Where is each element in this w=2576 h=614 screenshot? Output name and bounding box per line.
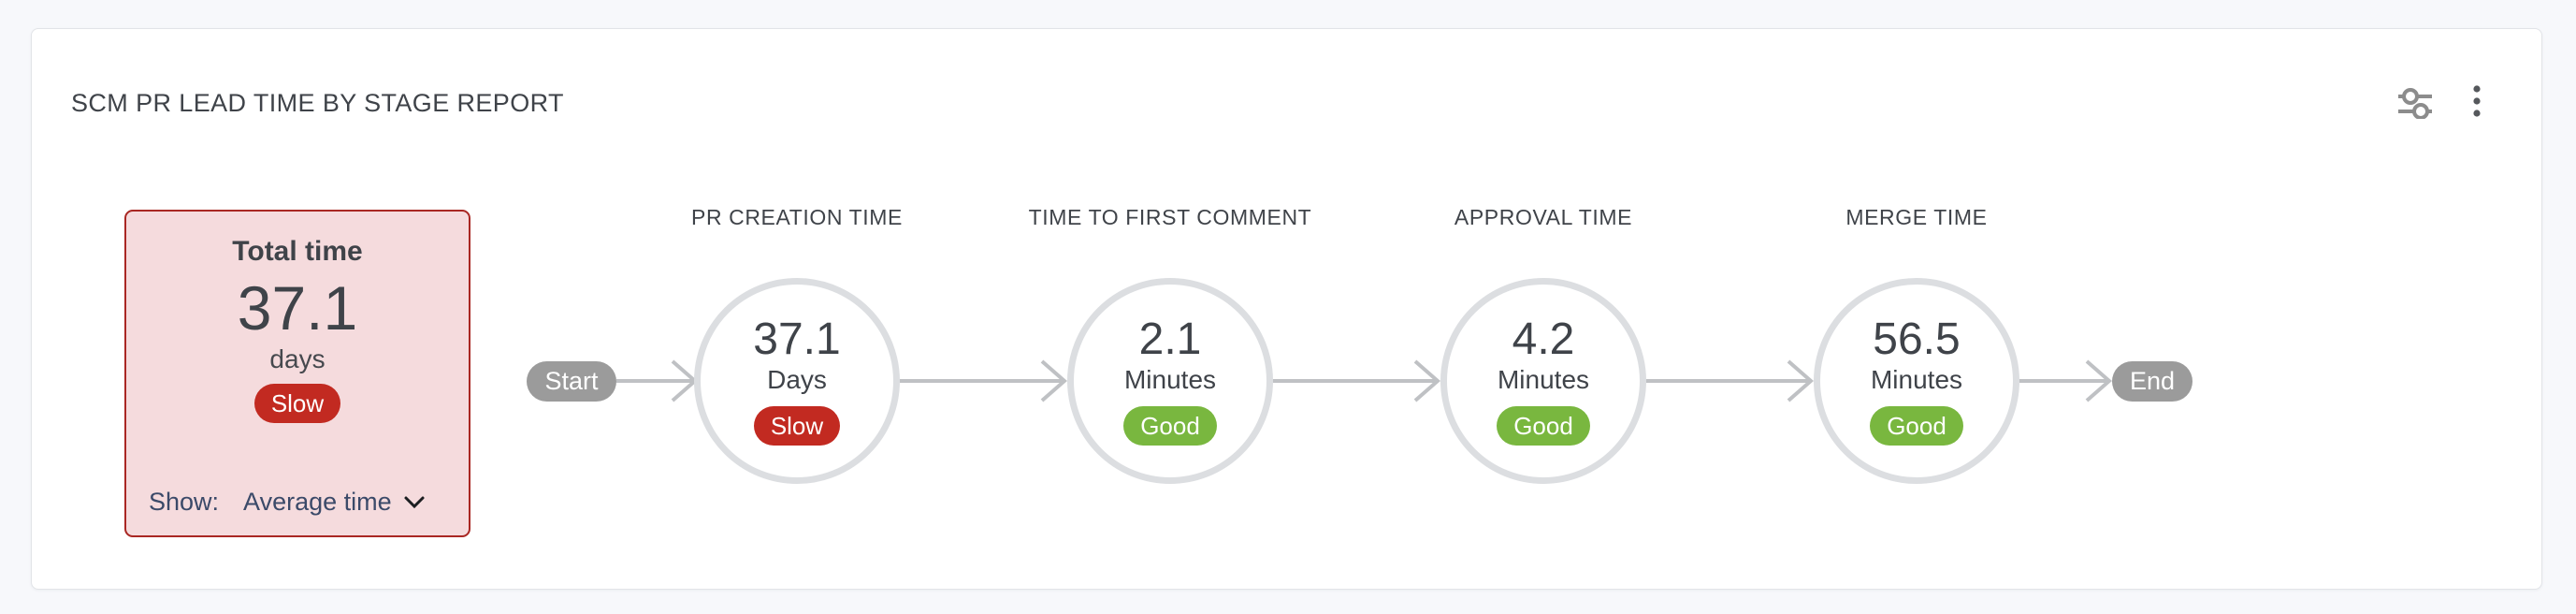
stage-unit: Minutes [1870, 365, 1963, 395]
stage-unit: Minutes [1123, 365, 1217, 395]
show-label: Show: [149, 488, 220, 516]
stage-node-pr-creation-time: 37.1 Days Slow [694, 278, 900, 484]
flow-start-node: Start [527, 361, 616, 402]
stage-status-badge: Good [1123, 406, 1217, 446]
show-selected-value: Average time [243, 488, 392, 516]
stage-status-badge: Good [1497, 406, 1590, 446]
stage-value: 2.1 [1138, 314, 1202, 364]
sliders-icon [2396, 87, 2434, 122]
summary-value: 37.1 [237, 273, 358, 343]
stage-label: PR CREATION TIME [691, 205, 903, 229]
chevron-down-icon [403, 488, 426, 517]
stage-node-time-to-first-comment: 2.1 Minutes Good [1067, 278, 1273, 484]
report-title: SCM PR LEAD TIME BY STAGE REPORT [71, 89, 564, 117]
summary-unit: days [269, 344, 326, 373]
stage-unit: Minutes [1497, 365, 1590, 395]
stage-value: 56.5 [1873, 314, 1961, 364]
stage-label: MERGE TIME [1845, 205, 1988, 229]
flow-arrow [2019, 359, 2112, 402]
stage-node-approval-time: 4.2 Minutes Good [1440, 278, 1646, 484]
flow-arrow [616, 359, 698, 402]
stage-value: 4.2 [1512, 314, 1575, 364]
flow-end-node: End [2112, 361, 2192, 402]
stage-node-merge-time: 56.5 Minutes Good [1814, 278, 2019, 484]
filter-button[interactable] [2393, 81, 2438, 126]
stage-value: 37.1 [753, 314, 841, 364]
flow-arrow [1646, 359, 1814, 402]
show-row: Show: Average time [126, 488, 469, 517]
lead-time-report-card: SCM PR LEAD TIME BY STAGE REPORT Total t… [31, 28, 2542, 590]
show-metric-dropdown[interactable]: Average time [243, 488, 426, 517]
flow-arrow [1273, 359, 1440, 402]
stage-status-badge: Good [1870, 406, 1963, 446]
stage-unit: Days [767, 365, 827, 395]
flow-arrow [900, 359, 1067, 402]
kebab-menu-icon [2472, 79, 2482, 126]
summary-title: Total time [232, 236, 363, 267]
stage-label: TIME TO FIRST COMMENT [1028, 205, 1312, 229]
more-options-button[interactable] [2454, 80, 2499, 124]
stage-status-badge: Slow [753, 406, 841, 446]
stage-label: APPROVAL TIME [1454, 205, 1633, 229]
total-time-summary-card: Total time 37.1 days Slow Show: Average … [124, 210, 470, 537]
summary-status-badge: Slow [253, 384, 341, 423]
